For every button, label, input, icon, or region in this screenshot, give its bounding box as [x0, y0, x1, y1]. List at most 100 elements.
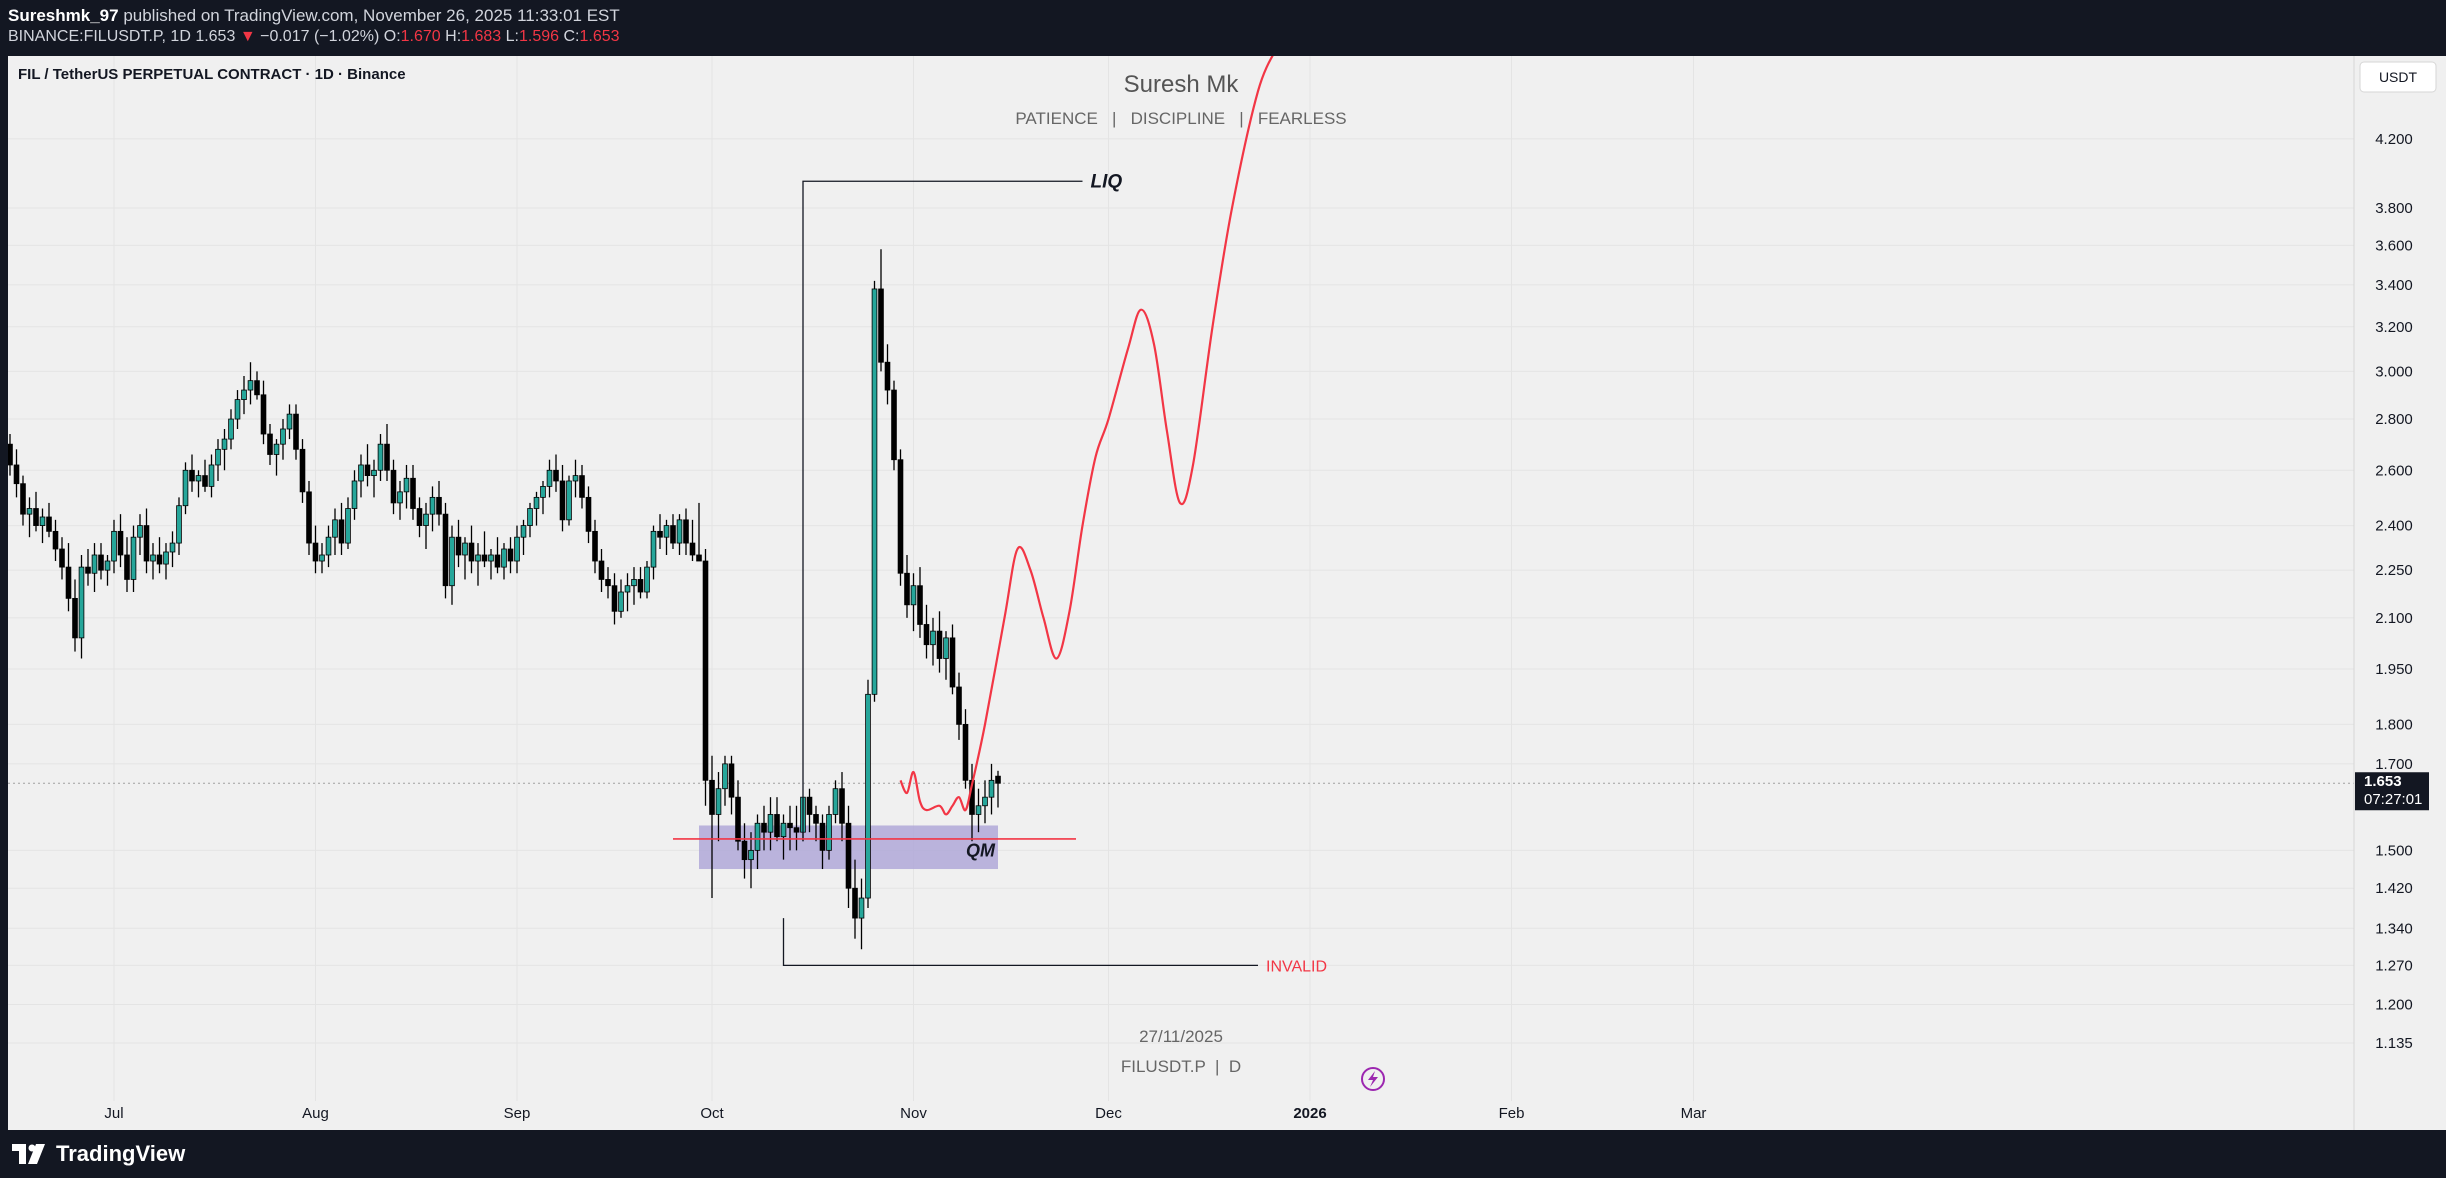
- candle-body: [670, 525, 676, 544]
- tradingview-logo[interactable]: TradingView: [12, 1141, 185, 1167]
- grid: [8, 56, 2354, 1101]
- candle-body: [728, 763, 735, 798]
- last-price-value: 1.653: [2364, 773, 2402, 790]
- candle-body: [260, 394, 267, 435]
- time-tick-label: Jul: [104, 1105, 123, 1122]
- candle-body: [644, 566, 650, 593]
- candle-body: [637, 579, 644, 593]
- candle-body: [59, 548, 65, 568]
- candle-body: [962, 723, 969, 781]
- candle-body: [683, 519, 689, 544]
- candle-body: [494, 554, 501, 568]
- candle-body: [39, 516, 46, 526]
- price-chart[interactable]: 4.200 3.800 3.600 3.400 3.200 3.000 2.800 2.600…: [7, 46, 2446, 1130]
- candle-body: [514, 536, 520, 562]
- candle-body: [293, 413, 299, 450]
- lightning-icon[interactable]: [1361, 1067, 1385, 1091]
- candle-body: [715, 788, 722, 815]
- candle-body: [507, 548, 514, 562]
- candle-body: [26, 508, 33, 515]
- candle-body: [176, 505, 182, 544]
- candle-body: [221, 438, 228, 450]
- candle-body: [884, 361, 891, 391]
- price-axis[interactable]: 4.200 3.800 3.600 3.400 3.200 3.000 2.800 2.600…: [2375, 131, 2413, 1052]
- price-tick-label: 3.000: [2375, 363, 2413, 380]
- candle-body: [20, 483, 26, 515]
- change-text: −0.017 (−1.02%): [260, 28, 380, 45]
- candle-body: [416, 508, 423, 526]
- candle-body: [592, 530, 598, 562]
- candle-body: [72, 597, 78, 639]
- candle-body: [559, 480, 566, 521]
- candle-body: [208, 464, 215, 487]
- candle-body: [273, 443, 280, 455]
- candle-body: [631, 579, 637, 587]
- price-tick-label: 1.270: [2375, 957, 2413, 974]
- candle-body: [351, 480, 358, 509]
- candle-body: [663, 525, 670, 538]
- candle-body: [397, 491, 403, 504]
- candle-body: [345, 508, 351, 544]
- candle-body: [319, 554, 325, 562]
- low-value: 1.596: [519, 28, 560, 45]
- countdown: 07:27:01: [2364, 791, 2422, 808]
- candle-body: [234, 399, 241, 420]
- candle-body: [722, 763, 728, 790]
- candle-body: [806, 796, 813, 815]
- price-tick-label: 4.200: [2375, 131, 2413, 148]
- currency-label[interactable]: USDT: [2379, 69, 2418, 85]
- time-axis[interactable]: Jul Aug Sep Oct Nov Dec 2026 Feb Mar: [104, 1105, 1706, 1122]
- candle-body: [702, 560, 709, 781]
- time-tick-label: Feb: [1499, 1105, 1525, 1122]
- candle-body: [46, 516, 52, 532]
- candle-body: [468, 542, 475, 562]
- candle-body: [481, 554, 488, 562]
- candle-body: [377, 443, 384, 471]
- candle-body: [33, 508, 39, 526]
- watermark-subtitle: PATIENCE | DISCIPLINE | FEARLESS: [1015, 109, 1346, 128]
- chart-area[interactable]: 4.200 3.800 3.600 3.400 3.200 3.000 2.800 2.600…: [7, 46, 2446, 1130]
- published-text: published on TradingView.com, November 2…: [123, 6, 620, 25]
- liq-line: [802, 180, 1083, 842]
- candle-body: [975, 805, 982, 815]
- time-tick-label: Nov: [900, 1105, 927, 1122]
- candle-body: [306, 491, 312, 544]
- candle-body: [91, 554, 98, 574]
- liq-label: LIQ: [1091, 171, 1123, 192]
- symbol-watermark: FILUSDT.P | D: [1121, 1057, 1241, 1076]
- candle-body: [104, 560, 111, 571]
- candle-body: [390, 469, 397, 504]
- candle-body: [930, 630, 936, 646]
- candle-body: [910, 585, 917, 606]
- candle-body: [832, 788, 839, 815]
- close-label: C:: [563, 28, 580, 45]
- candle-body: [267, 433, 273, 455]
- candle-body: [312, 542, 319, 562]
- candle-body: [325, 536, 332, 556]
- candle-body: [280, 428, 286, 445]
- candle-body: [858, 897, 865, 919]
- publish-header: Sureshmk_97 published on TradingView.com…: [0, 0, 2446, 56]
- candle-body: [429, 496, 436, 515]
- candle-body: [442, 513, 449, 587]
- candle-body: [182, 469, 189, 507]
- candle-body: [741, 840, 748, 861]
- footer-bar: TradingView: [0, 1130, 2446, 1178]
- price-tick-label: 1.340: [2375, 920, 2413, 937]
- candle-body: [137, 525, 143, 538]
- candle-body: [13, 464, 20, 485]
- publisher-name[interactable]: Sureshmk_97: [8, 6, 119, 25]
- candle-body: [520, 525, 527, 538]
- candle-body: [897, 459, 904, 574]
- candle-body: [65, 566, 72, 599]
- price-tick-label: 1.200: [2375, 997, 2413, 1014]
- candle-body: [767, 814, 774, 833]
- candle-body: [338, 519, 345, 544]
- currency-button[interactable]: USDT: [2359, 61, 2437, 93]
- invalid-line: [782, 918, 1258, 967]
- candle-body: [761, 822, 767, 833]
- last-price-label: 1.653 07:27:01: [2355, 772, 2429, 811]
- price-tick-label: 1.420: [2375, 880, 2413, 897]
- down-triangle-icon: ▼: [239, 28, 256, 45]
- price-tick-label: 1.800: [2375, 716, 2413, 733]
